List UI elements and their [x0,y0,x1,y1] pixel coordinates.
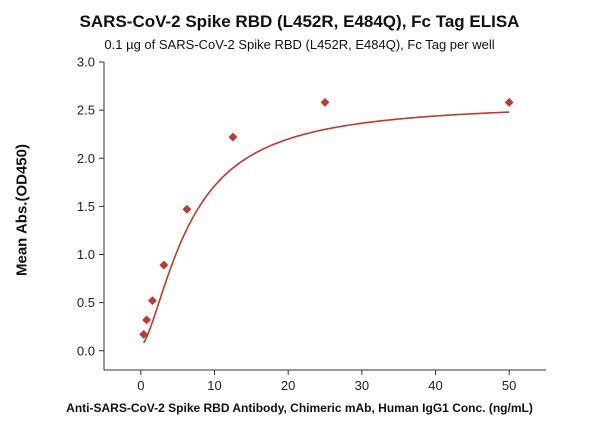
data-point [320,97,330,107]
x-tick-label: 20 [281,378,295,393]
y-tick-label: 2.0 [77,151,95,166]
y-tick-label: 1.0 [77,247,95,262]
fit-curve [143,111,510,344]
data-point [182,204,192,214]
data-point [142,315,152,325]
y-tick-label: 0.5 [77,295,95,310]
x-tick-label: 50 [502,378,516,393]
x-tick-label: 10 [207,378,221,393]
y-axis-label: Mean Abs.(OD450) [13,144,31,276]
y-tick-label: 3.0 [77,55,95,70]
y-tick-label: 0.0 [77,343,95,358]
chart-title: SARS-CoV-2 Spike RBD (L452R, E484Q), Fc … [79,12,520,31]
y-tick-label: 1.5 [77,199,95,214]
data-point [139,329,149,339]
chart-subtitle: 0.1 µg of SARS-CoV-2 Spike RBD (L452R, E… [104,37,495,52]
x-axis-label: Anti-SARS-CoV-2 Spike RBD Antibody, Chim… [66,401,533,415]
x-tick-label: 40 [428,378,442,393]
data-point [147,296,157,306]
y-tick-label: 2.5 [77,103,95,118]
data-point [159,260,169,270]
x-tick-label: 0 [137,378,144,393]
data-point [228,132,238,142]
x-tick-label: 30 [355,378,369,393]
data-point [504,97,514,107]
